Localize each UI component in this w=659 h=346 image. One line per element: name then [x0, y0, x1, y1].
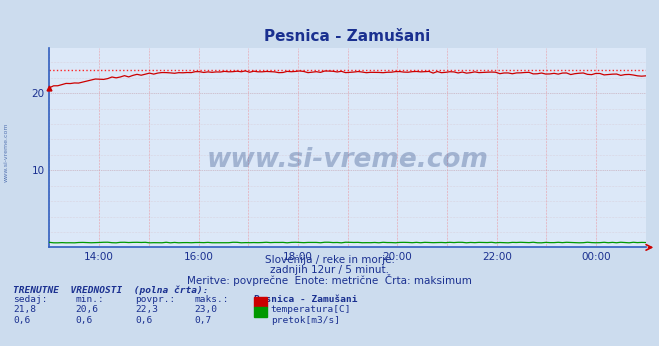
- Text: temperatura[C]: temperatura[C]: [271, 305, 351, 314]
- Text: povpr.:: povpr.:: [135, 295, 175, 304]
- Text: Slovenija / reke in morje.: Slovenija / reke in morje.: [264, 255, 395, 265]
- Text: maks.:: maks.:: [194, 295, 229, 304]
- Text: 23,0: 23,0: [194, 305, 217, 314]
- Text: zadnjih 12ur / 5 minut.: zadnjih 12ur / 5 minut.: [270, 265, 389, 275]
- Text: 20,6: 20,6: [76, 305, 99, 314]
- Text: pretok[m3/s]: pretok[m3/s]: [271, 316, 340, 325]
- Text: 22,3: 22,3: [135, 305, 158, 314]
- Title: Pesnica - Zamušani: Pesnica - Zamušani: [264, 29, 431, 45]
- Text: 0,7: 0,7: [194, 316, 212, 325]
- Text: 21,8: 21,8: [13, 305, 36, 314]
- Text: sedaj:: sedaj:: [13, 295, 47, 304]
- Text: TRENUTNE  VREDNOSTI  (polna črta):: TRENUTNE VREDNOSTI (polna črta):: [13, 285, 209, 295]
- Text: 0,6: 0,6: [135, 316, 152, 325]
- Text: Meritve: povprečne  Enote: metrične  Črta: maksimum: Meritve: povprečne Enote: metrične Črta:…: [187, 274, 472, 286]
- Text: min.:: min.:: [76, 295, 105, 304]
- Text: www.si-vreme.com: www.si-vreme.com: [4, 122, 9, 182]
- Text: 0,6: 0,6: [76, 316, 93, 325]
- Text: Pesnica - Zamušani: Pesnica - Zamušani: [254, 295, 357, 304]
- Text: 0,6: 0,6: [13, 316, 30, 325]
- Text: www.si-vreme.com: www.si-vreme.com: [207, 147, 488, 173]
